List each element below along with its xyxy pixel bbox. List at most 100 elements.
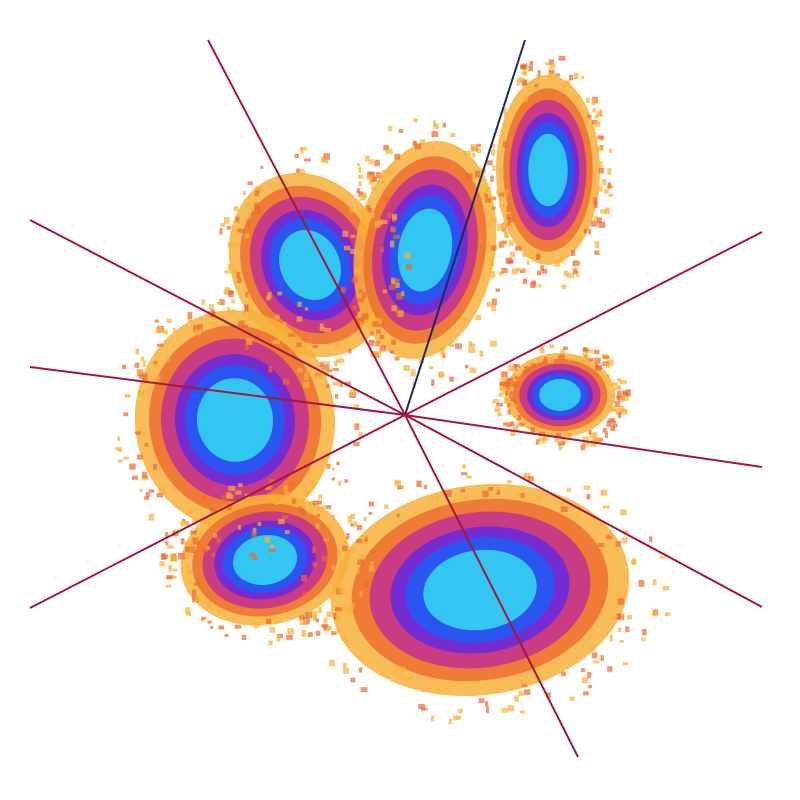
noise-speckle (619, 396, 624, 403)
noise-speckle (485, 186, 492, 193)
noise-speckle (583, 228, 587, 234)
noise-speckle (597, 542, 605, 548)
noise-speckle (218, 316, 225, 321)
noise-speckle (285, 634, 293, 640)
noise-speckle (388, 164, 392, 169)
noise-speckle (249, 552, 256, 558)
noise-speckle (549, 64, 556, 68)
noise-speckle (347, 515, 353, 523)
noise-speckle (364, 536, 368, 542)
noise-speckle (448, 718, 452, 725)
noise-speckle (431, 131, 439, 138)
noise-speckle (311, 483, 316, 490)
noise-speckle (177, 552, 185, 560)
noise-speckle (299, 505, 305, 513)
radial-line (404, 39, 526, 416)
noise-speckle (394, 310, 400, 315)
noise-speckle (307, 632, 313, 638)
noise-speckle (520, 78, 526, 84)
noise-speckle (497, 412, 502, 417)
noise-speckle (555, 73, 561, 77)
noise-speckle (596, 111, 603, 118)
noise-speckle (210, 507, 217, 513)
noise-speckle (538, 431, 546, 437)
noise-speckle (358, 431, 363, 438)
noise-speckle (594, 357, 601, 364)
noise-speckle (600, 209, 607, 214)
noise-speckle (154, 319, 160, 323)
noise-speckle (343, 245, 351, 251)
noise-speckle (333, 360, 338, 367)
noise-speckle (490, 261, 494, 267)
noise-speckle (294, 153, 300, 159)
noise-speckle (526, 360, 530, 367)
noise-speckle (608, 148, 613, 153)
noise-speckle (293, 349, 301, 353)
noise-speckle (277, 291, 283, 296)
noise-speckle (153, 363, 159, 368)
noise-speckle (575, 514, 580, 518)
noise-speckle (617, 598, 624, 605)
noise-speckle (376, 318, 382, 324)
noise-speckle (206, 545, 211, 551)
noise-speckle (368, 565, 374, 572)
noise-speckle (350, 234, 356, 238)
pad-left (134, 310, 336, 530)
noise-speckle (567, 357, 572, 361)
noise-speckle (235, 216, 240, 223)
noise-speckle (192, 518, 198, 525)
noise-speckle (208, 303, 214, 311)
noise-speckle (299, 619, 307, 626)
noise-speckle (315, 618, 320, 623)
noise-speckle (383, 144, 389, 151)
noise-speckle (123, 456, 130, 460)
noise-speckle (268, 548, 276, 552)
noise-speckle (414, 143, 422, 150)
noise-speckle (329, 659, 335, 667)
noise-speckle (296, 316, 303, 322)
noise-speckle (604, 207, 611, 215)
noise-speckle (370, 331, 374, 336)
noise-speckle (476, 143, 482, 147)
noise-speckle (616, 395, 620, 400)
noise-speckle (372, 321, 379, 327)
noise-speckle (355, 569, 360, 574)
noise-speckle (394, 356, 400, 361)
noise-speckle (187, 541, 193, 546)
noise-speckle (124, 393, 131, 398)
noise-speckle (300, 502, 306, 509)
noise-speckle (563, 270, 569, 277)
noise-speckle (357, 331, 361, 335)
noise-speckle (232, 241, 239, 248)
noise-speckle (592, 660, 600, 664)
noise-speckle (509, 251, 516, 258)
noise-speckle (491, 255, 495, 262)
noise-speckle (315, 523, 320, 529)
noise-speckle (323, 153, 330, 160)
noise-speckle (398, 129, 404, 134)
noise-speckle (234, 624, 242, 629)
noise-speckle (410, 369, 416, 377)
noise-speckle (558, 444, 563, 451)
noise-speckle (610, 425, 616, 431)
noise-speckle (485, 706, 490, 714)
noise-speckle (549, 344, 555, 349)
noise-speckle (357, 174, 364, 179)
noise-speckle (387, 170, 392, 175)
noise-speckle (361, 192, 367, 198)
noise-speckle (496, 489, 501, 495)
noise-speckle (337, 579, 343, 583)
noise-speckle (153, 464, 157, 471)
radial-line (29, 219, 406, 416)
noise-speckle (368, 339, 375, 347)
noise-speckle (652, 578, 657, 586)
noise-speckle (457, 708, 463, 714)
noise-speckle (287, 628, 294, 635)
noise-speckle (438, 373, 445, 377)
noise-speckle (282, 515, 289, 519)
noise-speckle (529, 61, 534, 66)
noise-speckle (131, 475, 138, 480)
noise-speckle (485, 222, 492, 229)
noise-speckle (377, 180, 385, 185)
noise-speckle (381, 169, 388, 174)
